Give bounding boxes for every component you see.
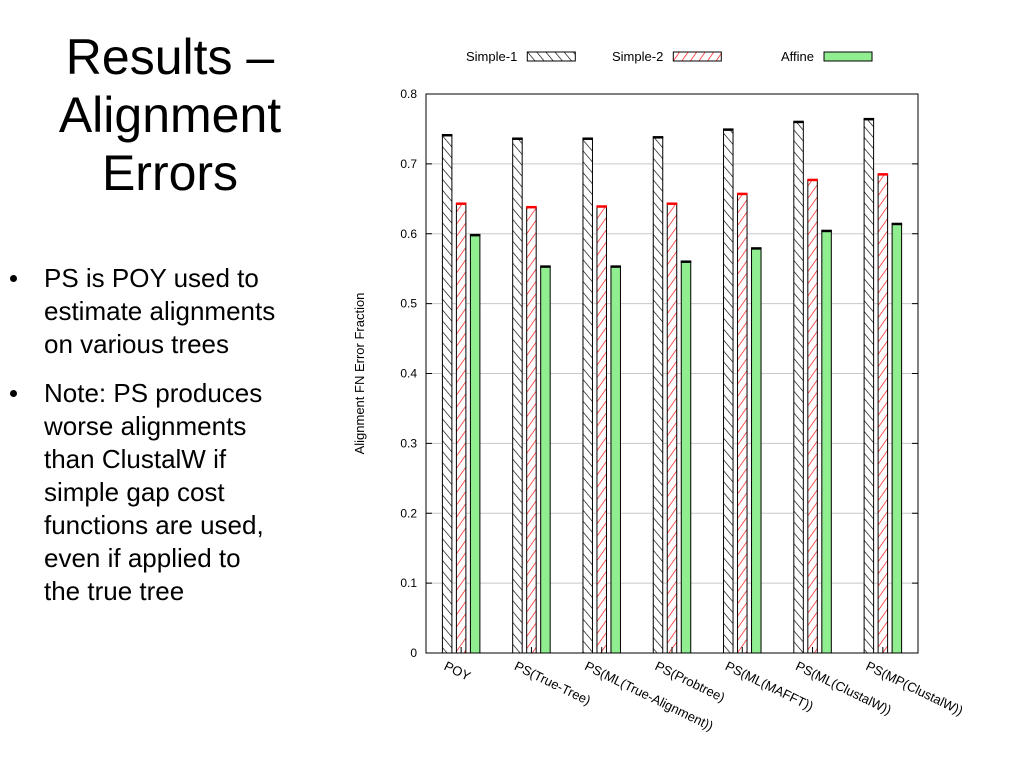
x-tick-label: POY: [442, 658, 474, 684]
title-line: Alignment: [58, 87, 282, 143]
plot-area: 0 0.1 0.2 0.3 0.4 0.5 0.6 0.7 0.8 Alignment FN Er…: [352, 49, 966, 734]
bar: [863, 118, 875, 654]
title-line: Results –: [65, 29, 275, 85]
bullet-item: PS is POY used to estimate alignments on…: [10, 262, 340, 361]
bullet-text-line: estimate alignments: [44, 296, 276, 326]
bar: [737, 193, 748, 654]
bar: [596, 205, 607, 654]
bar: [821, 230, 832, 654]
bullet-text-line: the true tree: [44, 576, 185, 606]
y-tick-label: 0.2: [400, 506, 417, 520]
bullet-text-line: than ClustalW if: [44, 444, 227, 474]
bar: [807, 179, 818, 654]
bar: [877, 173, 889, 654]
bar: [793, 121, 804, 654]
bar: [526, 206, 537, 654]
y-tick-label: 0.4: [400, 367, 417, 381]
bar: [441, 134, 453, 654]
legend-swatch: [526, 51, 576, 62]
legend-label: Simple-1: [466, 49, 517, 64]
bullet-list: PS is POY used to estimate alignments on…: [10, 262, 340, 624]
slide-title: Results – Alignment Errors: [20, 28, 320, 202]
bar: [469, 234, 481, 654]
x-tick-label: PS(ML(True-Alignment)): [582, 658, 715, 733]
bullet-dot-icon: [10, 390, 17, 397]
y-tick-label: 0.6: [400, 227, 417, 241]
legend-label: Affine: [781, 49, 814, 64]
bar: [723, 129, 734, 654]
y-tick-label: 0.8: [400, 87, 417, 101]
plot-frame: [425, 93, 919, 654]
bar: [891, 223, 903, 654]
bar: [582, 138, 593, 654]
y-tick-label: 0.1: [400, 576, 417, 590]
legend-swatch: [672, 51, 722, 62]
y-axis-label: Alignment FN Error Fraction: [352, 293, 367, 455]
bullet-text-line: PS is POY used to: [44, 263, 259, 293]
bar: [512, 138, 523, 654]
bar-chart: 0 0.1 0.2 0.3 0.4 0.5 0.6 0.7 0.8 Alignment FN Er…: [352, 49, 966, 734]
bullet-dot-icon: [10, 275, 17, 282]
y-tick-label: 0.7: [400, 157, 417, 171]
bullet-text-line: functions are used,: [44, 510, 264, 540]
bar: [455, 203, 467, 654]
y-tick-label: 0.5: [400, 297, 417, 311]
bar: [751, 247, 762, 654]
bar: [610, 266, 621, 654]
bullet-item: Note: PS produces worse alignments than …: [10, 377, 340, 608]
bullet-text-line: simple gap cost: [44, 477, 225, 507]
bar: [652, 136, 664, 654]
bullet-text-line: Note: PS produces: [44, 378, 263, 408]
bar: [680, 261, 692, 654]
bullet-text-line: even if applied to: [44, 543, 241, 573]
legend-label: Simple-2: [612, 49, 663, 64]
title-line: Errors: [101, 145, 239, 201]
bullet-text-line: on various trees: [44, 329, 229, 359]
bar: [666, 203, 678, 654]
bullet-text-line: worse alignments: [44, 411, 247, 441]
y-tick-label: 0: [410, 646, 417, 660]
bar: [540, 266, 551, 654]
y-tick-label: 0.3: [400, 436, 417, 450]
x-tick-label: PS(True-Tree): [512, 658, 593, 708]
legend-swatch: [823, 51, 873, 62]
